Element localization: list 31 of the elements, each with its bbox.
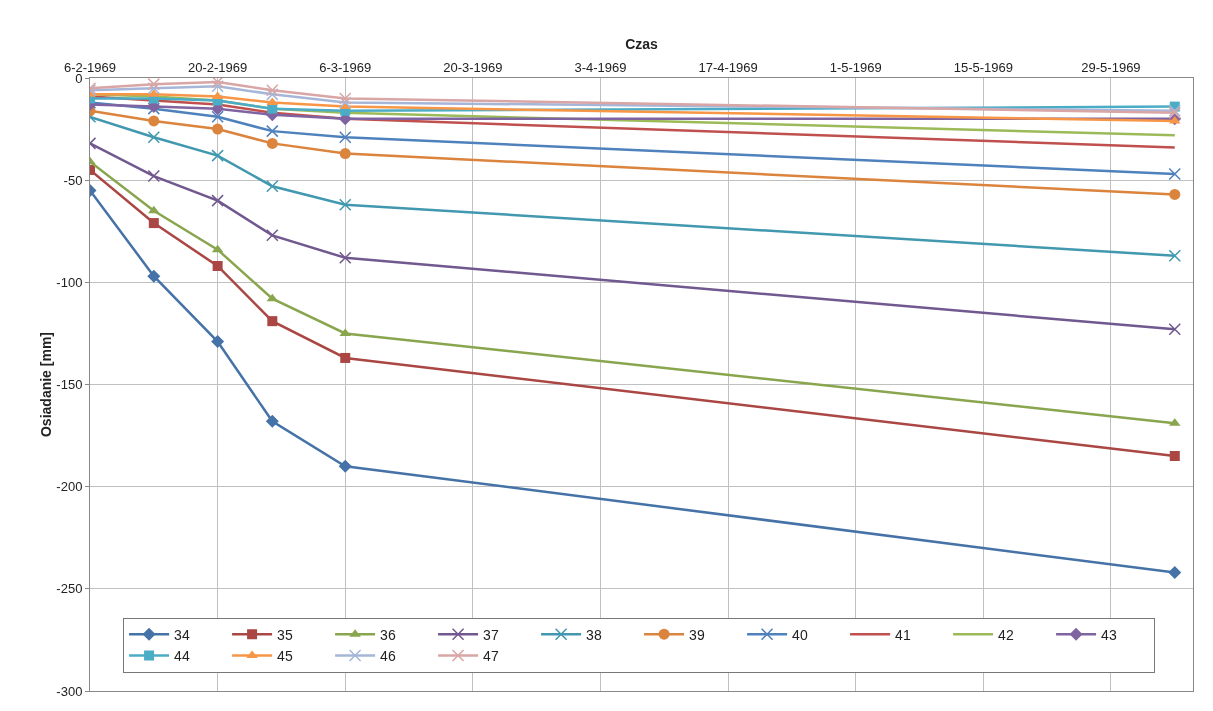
x-tick-label: 3-4-1969 [574,59,627,75]
legend-label: 34 [174,626,190,643]
legend-label: 35 [277,626,293,643]
y-tick-label: -50 [63,172,83,188]
x-tick-label: 1-5-1969 [829,59,882,75]
legend-label: 38 [586,626,602,643]
y-tick-label: -150 [56,377,83,393]
x-tick-label: 6-3-1969 [319,59,372,75]
y-axis-title: Osiadanie [mm] [38,331,55,438]
legend-label: 41 [895,626,911,643]
legend-label: 45 [277,647,293,664]
x-tick-label: 6-2-1969 [63,59,117,75]
y-tick-label: -250 [56,581,83,597]
x-tick-label: 15-5-1969 [953,59,1013,75]
legend-label: 40 [792,626,808,643]
y-tick-label: -100 [56,274,83,290]
legend-label: 42 [998,626,1014,643]
x-axis-title: Czas [625,36,659,53]
legend-label: 46 [380,647,396,664]
legend-label: 44 [174,647,190,664]
legend-label: 43 [1101,626,1117,643]
legend-label: 47 [483,647,499,664]
x-tick-label: 20-3-1969 [443,59,503,75]
x-tick-label: 20-2-1969 [187,59,248,75]
legend-label: 37 [483,626,499,643]
x-tick-label: 17-4-1969 [698,59,758,75]
x-tick-label: 29-5-1969 [1081,59,1141,75]
y-tick-label: -300 [56,683,83,699]
y-tick-label: -200 [56,479,83,495]
legend-label: 36 [380,626,396,643]
legend-label: 39 [689,626,705,643]
